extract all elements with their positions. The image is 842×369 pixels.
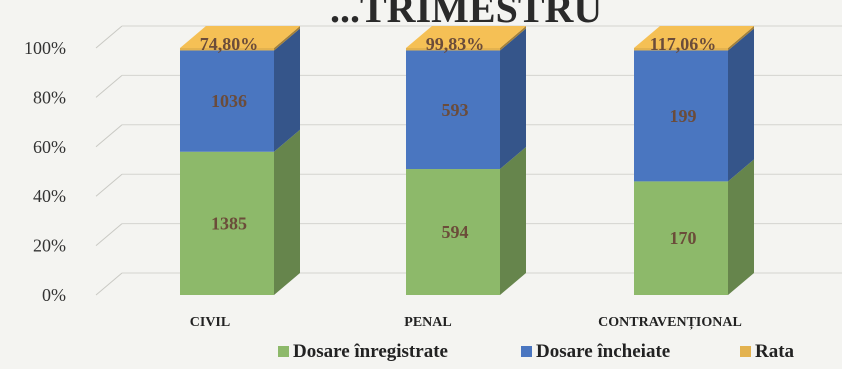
- bar-side-0: [728, 159, 754, 295]
- data-label: 170: [670, 228, 697, 248]
- data-label: 594: [442, 222, 469, 242]
- y-tick-label: 20%: [33, 236, 66, 256]
- legend-label: Dosare înregistrate: [293, 341, 448, 362]
- bar-side-2: [274, 26, 300, 51]
- bar-side-0: [274, 129, 300, 295]
- legend-swatch: [740, 346, 751, 357]
- bar-segment-0: [406, 169, 500, 295]
- bar-segment-0: [634, 181, 728, 295]
- data-label: 117,06%: [650, 34, 717, 54]
- bar-segment-2: [634, 48, 728, 51]
- bar-segment-2: [180, 48, 274, 51]
- bar-segment-1: [634, 50, 728, 182]
- gridline-depth: [95, 173, 123, 197]
- bar-side-0: [500, 147, 526, 295]
- bar-side-2: [728, 26, 754, 51]
- gridline-depth: [95, 124, 123, 148]
- legend-swatch: [278, 346, 289, 357]
- x-axis: CIVIL PENAL CONTRAVENȚIONAL: [190, 315, 742, 330]
- bar-top: [634, 26, 754, 48]
- legend-item: Rata: [740, 341, 795, 362]
- bar-segment-2: [406, 48, 500, 51]
- gridline-depth: [95, 223, 123, 246]
- data-label: 1036: [211, 91, 247, 111]
- y-axis: 0% 20% 40% 60% 80% 100%: [24, 38, 66, 305]
- x-category-label: CONTRAVENȚIONAL: [598, 315, 742, 330]
- bar-side-1: [500, 28, 526, 170]
- legend-item: Dosare încheiate: [521, 341, 670, 362]
- bar-top: [180, 26, 300, 48]
- data-label: 99,83%: [426, 34, 485, 54]
- x-category-label: PENAL: [404, 315, 451, 330]
- y-tick-label: 40%: [33, 186, 66, 206]
- bar-top: [406, 26, 526, 48]
- y-tick-label: 100%: [24, 38, 66, 58]
- bar-stack-penal: 594 593 99,83%: [406, 26, 526, 295]
- gridline-depth: [95, 75, 123, 98]
- data-label: 1385: [211, 213, 247, 233]
- y-tick-label: 60%: [33, 137, 66, 157]
- bar-side-2: [500, 26, 526, 51]
- bar-side-1: [274, 28, 300, 152]
- bar-stack-civil: 1385 1036 74,80%: [180, 26, 300, 295]
- bar-segment-0: [180, 151, 274, 295]
- legend-label: Rata: [755, 341, 795, 362]
- bar-stack-contravențional: 170 199 117,06%: [634, 26, 754, 295]
- legend-swatch: [521, 346, 532, 357]
- data-label: 199: [670, 106, 697, 126]
- bar-segment-1: [406, 50, 500, 170]
- legend: Dosare înregistrate Dosare încheiate Rata: [278, 341, 795, 362]
- y-tick-label: 0%: [42, 285, 66, 305]
- data-label: 74,80%: [200, 34, 259, 54]
- legend-label: Dosare încheiate: [536, 341, 670, 362]
- y-tick-label: 80%: [33, 87, 66, 107]
- bar-side-1: [728, 28, 754, 182]
- data-label: 593: [442, 100, 469, 120]
- bars: 1385 1036 74,80% 594 593 99,83% 170 199 117,06%: [180, 26, 754, 295]
- legend-item: Dosare înregistrate: [278, 341, 448, 362]
- bar-segment-1: [180, 50, 274, 152]
- x-category-label: CIVIL: [190, 315, 230, 330]
- gridline-depth: [95, 25, 123, 49]
- gridline-depth: [95, 272, 123, 296]
